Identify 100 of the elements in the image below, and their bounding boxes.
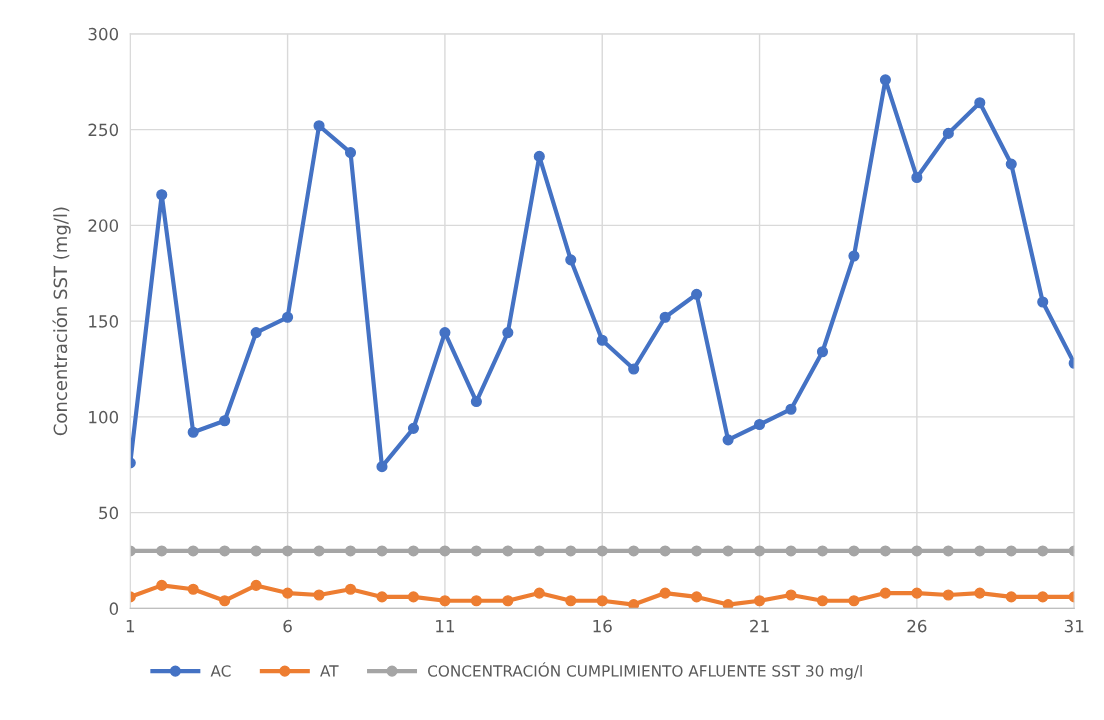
y-tick-label: 0: [109, 602, 119, 615]
point: [722, 434, 734, 446]
point: [659, 311, 671, 323]
y-axis-title: Concentración SST (mg/l): [52, 207, 71, 436]
x-tick-label: 1: [126, 620, 135, 633]
point: [250, 579, 262, 591]
point: [282, 545, 294, 557]
point: [816, 346, 829, 358]
point: [502, 595, 514, 607]
point: [1037, 296, 1049, 308]
legend-label: CONCENTRACIÓN CUMPLIMIENTO AFLUENTE SST 30 mg/l: [428, 662, 862, 680]
point: [470, 545, 482, 557]
y-tick-label: 100: [89, 410, 119, 424]
point: [1005, 545, 1017, 557]
point: [565, 545, 577, 557]
point: [565, 595, 577, 607]
point: [219, 545, 231, 557]
point: [156, 579, 168, 591]
x-tick-label: 26: [907, 619, 927, 633]
point: [911, 171, 923, 184]
point: [470, 595, 482, 607]
point: [250, 545, 262, 557]
point: [722, 545, 734, 557]
point: [1037, 591, 1049, 603]
point: [659, 545, 671, 557]
point: [596, 595, 608, 607]
point: [344, 583, 357, 595]
point: [942, 589, 954, 601]
y-tick-label: 300: [88, 27, 119, 41]
point: [156, 189, 168, 201]
y-tick-label: 50: [99, 506, 119, 520]
y-tick-label: 150: [89, 315, 119, 328]
point: [533, 150, 545, 162]
point: [439, 595, 451, 607]
point: [816, 545, 829, 557]
point: [533, 545, 545, 557]
y-tick-label: 250: [88, 123, 119, 137]
point: [565, 254, 577, 266]
point: [691, 288, 703, 300]
point: [344, 545, 357, 557]
point: [313, 545, 325, 557]
point: [753, 545, 766, 557]
point: [691, 591, 703, 603]
point: [628, 363, 640, 375]
legend-label: AC: [210, 665, 231, 677]
point: [974, 587, 986, 599]
point: [816, 595, 829, 607]
point: [848, 545, 860, 557]
point: [502, 327, 514, 339]
point: [659, 587, 671, 599]
point: [691, 545, 703, 557]
point: [628, 545, 640, 557]
point: [628, 599, 640, 609]
point: [407, 591, 420, 603]
y-tick-label: 200: [88, 219, 119, 232]
point: [156, 545, 168, 557]
point: [785, 545, 797, 557]
point: [439, 545, 451, 557]
point: [942, 127, 954, 139]
point: [596, 545, 608, 557]
point: [753, 595, 766, 607]
point: [785, 403, 797, 415]
point: [407, 545, 420, 557]
x-tick-label: 31: [1064, 619, 1084, 633]
point: [313, 120, 325, 132]
point: [848, 595, 860, 607]
point: [974, 545, 986, 557]
x-tick-label: 11: [436, 620, 454, 633]
point: [596, 334, 608, 346]
point: [533, 587, 545, 599]
point: [1037, 545, 1049, 557]
x-tick-label: 6: [283, 619, 292, 633]
point: [187, 545, 199, 557]
point: [974, 97, 986, 109]
point: [376, 545, 388, 557]
point: [879, 545, 891, 557]
point: [785, 589, 797, 601]
point: [282, 311, 294, 323]
point: [848, 250, 860, 262]
point: [219, 595, 231, 607]
point: [1005, 158, 1017, 170]
x-tick-label: 16: [593, 619, 612, 633]
point: [407, 422, 420, 434]
point: [722, 599, 734, 609]
point: [187, 426, 199, 438]
point: [187, 583, 199, 595]
point: [250, 327, 262, 339]
point: [313, 589, 325, 601]
point: [470, 396, 482, 408]
point: [376, 591, 388, 603]
point: [344, 147, 357, 159]
x-tick-label: 21: [750, 619, 769, 633]
point: [942, 545, 954, 557]
point: [753, 418, 766, 431]
point: [911, 587, 923, 599]
point: [911, 545, 923, 557]
point: [879, 587, 891, 599]
point: [376, 461, 388, 473]
point: [502, 545, 514, 557]
point: [282, 587, 294, 599]
